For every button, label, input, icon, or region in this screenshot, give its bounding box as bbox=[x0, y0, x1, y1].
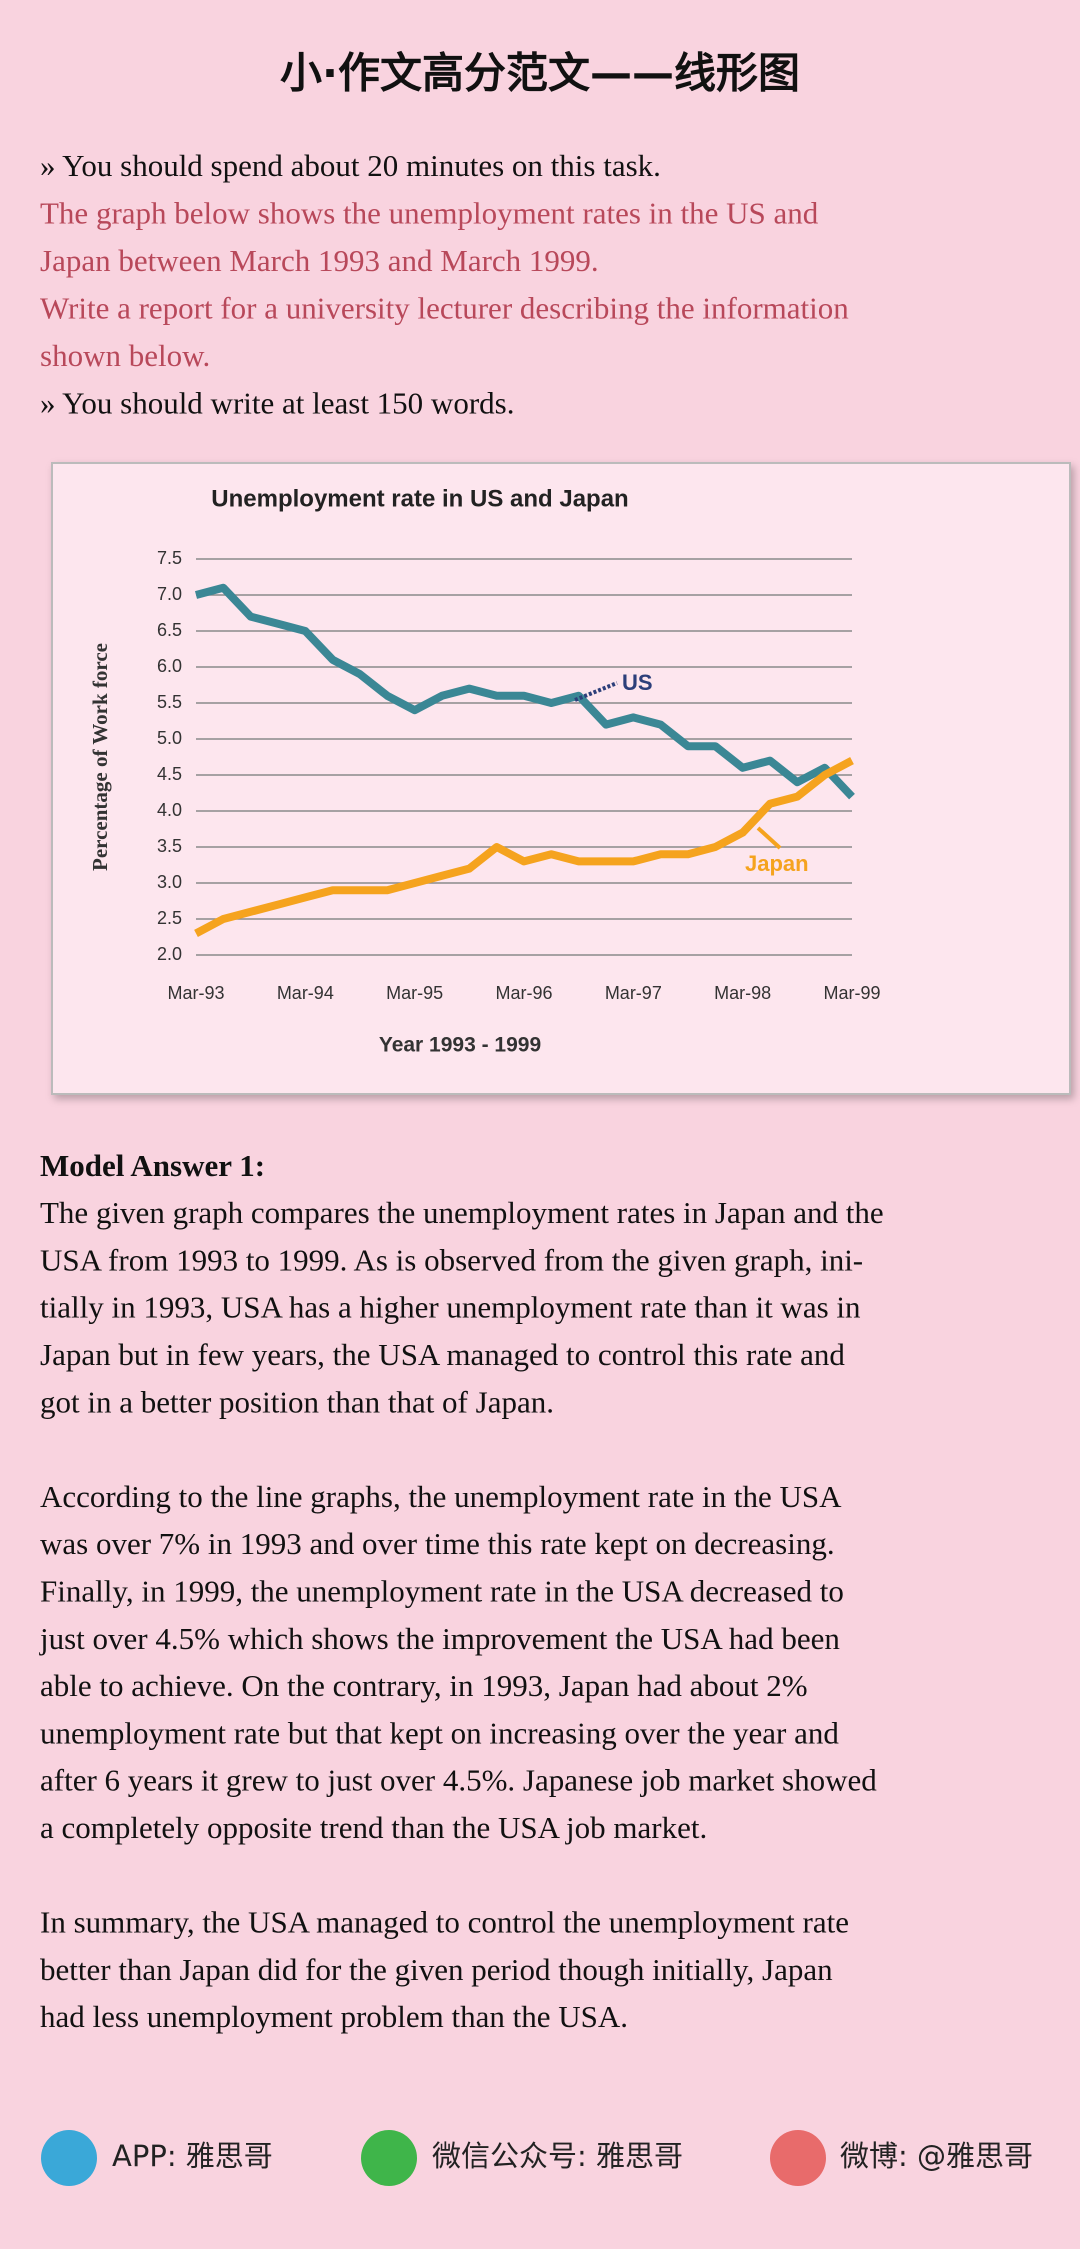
y-tick-label: 5.5 bbox=[157, 692, 182, 712]
x-tick-label: Mar-97 bbox=[605, 983, 662, 1003]
chart-frame bbox=[51, 462, 1071, 1095]
y-tick-label: 6.0 bbox=[157, 656, 182, 676]
footer bbox=[41, 2130, 826, 2186]
answer-line: after 6 years it grew to just over 4.5%.… bbox=[40, 1763, 877, 1798]
weibo-icon bbox=[770, 2130, 826, 2186]
answer: The given graph compares the unemploymen… bbox=[39, 1195, 884, 2034]
series-label: US bbox=[622, 670, 653, 695]
y-tick-label: 7.0 bbox=[157, 584, 182, 604]
answer-heading: Model Answer 1: bbox=[40, 1148, 265, 1183]
series-pointer bbox=[574, 681, 618, 702]
y-tick-label: 5.0 bbox=[157, 728, 182, 748]
wechat-icon bbox=[361, 2130, 417, 2186]
answer-line: was over 7% in 1993 and over time this r… bbox=[40, 1526, 835, 1561]
footer-item: 微信公众号: 雅思哥 bbox=[432, 2139, 683, 2173]
instruction-line: Write a report for a university lecturer… bbox=[40, 291, 849, 326]
instruction-line: The graph below shows the unemployment r… bbox=[40, 196, 819, 231]
series-line bbox=[194, 583, 855, 800]
answer-line: Japan but in few years, the USA managed … bbox=[40, 1337, 845, 1372]
x-tick-label: Mar-95 bbox=[386, 983, 443, 1003]
series-label: Japan bbox=[745, 851, 809, 876]
y-tick-label: 3.5 bbox=[157, 836, 182, 856]
instruction-line: » You should spend about 20 minutes on t… bbox=[40, 148, 661, 183]
answer-line: unemployment rate but that kept on incre… bbox=[40, 1715, 839, 1750]
y-tick-label: 3.0 bbox=[157, 872, 182, 892]
y-axis-label: Percentage of Work force bbox=[88, 643, 112, 871]
footer-item: 微博: @雅思哥 bbox=[840, 2139, 1033, 2173]
answer-line: According to the line graphs, the unempl… bbox=[40, 1479, 842, 1514]
instruction-line: shown below. bbox=[40, 338, 210, 373]
instructions: » You should spend about 20 minutes on t… bbox=[40, 148, 849, 421]
x-axis-label: Year 1993 - 1999 bbox=[379, 1034, 541, 1057]
answer-line: USA from 1993 to 1999. As is observed fr… bbox=[40, 1242, 863, 1277]
answer-line: had less unemployment problem than the U… bbox=[40, 1999, 628, 2034]
chart-title: Unemployment rate in US and Japan bbox=[211, 485, 628, 512]
x-tick-label: Mar-94 bbox=[277, 983, 334, 1003]
y-tick-label: 4.5 bbox=[157, 764, 182, 784]
answer-line: better than Japan did for the given peri… bbox=[40, 1952, 833, 1987]
y-tick-label: 2.0 bbox=[157, 944, 182, 964]
y-tick-label: 7.5 bbox=[157, 548, 182, 568]
instruction-line: » You should write at least 150 words. bbox=[40, 386, 514, 421]
answer-line: just over 4.5% which shows the improveme… bbox=[39, 1621, 840, 1656]
answer-line: The given graph compares the unemploymen… bbox=[40, 1195, 884, 1230]
answer-line: tially in 1993, USA has a higher unemplo… bbox=[40, 1290, 861, 1325]
x-tick-label: Mar-99 bbox=[823, 983, 880, 1003]
answer-line: a completely opposite trend than the USA… bbox=[40, 1810, 707, 1845]
x-tick-label: Mar-96 bbox=[495, 983, 552, 1003]
answer-line: In summary, the USA managed to control t… bbox=[40, 1905, 849, 1940]
app-icon bbox=[41, 2130, 97, 2186]
series-line bbox=[194, 757, 854, 937]
answer-line: able to achieve. On the contrary, in 199… bbox=[40, 1668, 808, 1703]
page-title: 小·作文高分范文——线形图 bbox=[280, 49, 800, 98]
x-tick-label: Mar-98 bbox=[714, 983, 771, 1003]
footer-item: APP: 雅思哥 bbox=[112, 2139, 273, 2173]
series-pointer bbox=[756, 826, 782, 850]
answer-line: got in a better position than that of Ja… bbox=[40, 1384, 554, 1419]
instruction-line: Japan between March 1993 and March 1999. bbox=[40, 243, 599, 278]
x-tick-label: Mar-93 bbox=[167, 983, 224, 1003]
y-tick-label: 2.5 bbox=[157, 908, 182, 928]
answer-line: Finally, in 1999, the unemployment rate … bbox=[40, 1574, 844, 1609]
y-tick-label: 6.5 bbox=[157, 620, 182, 640]
chart: Unemployment rate in US and Japan Year 1… bbox=[51, 462, 1071, 1095]
y-tick-label: 4.0 bbox=[157, 800, 182, 820]
